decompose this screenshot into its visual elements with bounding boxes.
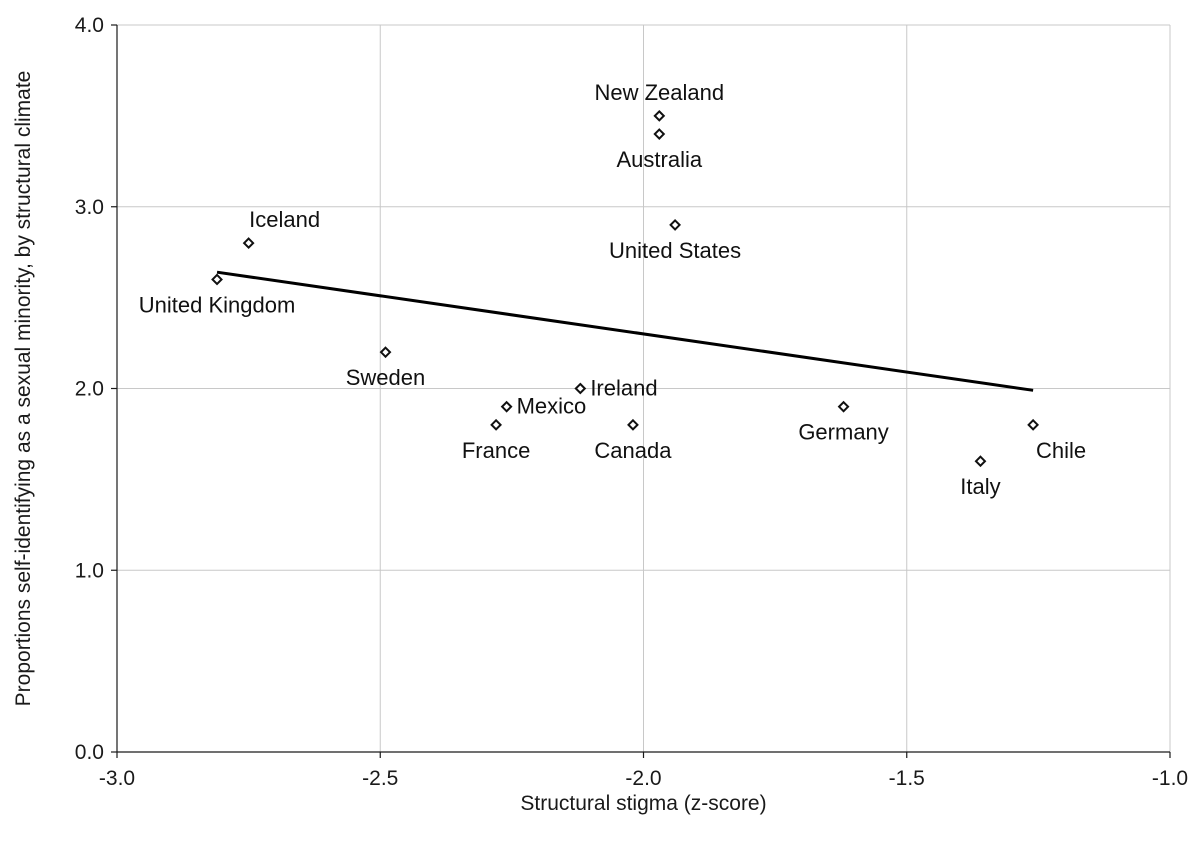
- y-tick-label: 4.0: [75, 14, 104, 37]
- point-label: United Kingdom: [139, 292, 296, 317]
- data-point: [1027, 418, 1040, 431]
- data-point: [837, 400, 850, 413]
- x-tick-label: -1.5: [889, 767, 925, 790]
- point-labels: United KingdomIcelandSwedenFranceMexicoI…: [139, 80, 1086, 499]
- x-tick-label: -3.0: [99, 767, 135, 790]
- point-label: Australia: [616, 147, 702, 172]
- trendline-group: [216, 270, 1034, 392]
- y-tick-label: 3.0: [75, 196, 104, 219]
- trendline: [216, 270, 1034, 392]
- data-point: [627, 418, 639, 431]
- data-point: [500, 400, 513, 413]
- y-axis-title: Proportions self-identifying as a sexual…: [12, 71, 35, 707]
- point-label: Ireland: [590, 376, 657, 401]
- y-tick-label: 2.0: [75, 378, 104, 401]
- data-point: [490, 418, 502, 431]
- point-label: United States: [609, 238, 741, 263]
- point-label: Iceland: [249, 207, 320, 232]
- point-label: New Zealand: [594, 80, 724, 105]
- point-label: Chile: [1036, 438, 1086, 463]
- data-point: [574, 382, 587, 395]
- data-point: [211, 273, 223, 286]
- y-tick-label: 1.0: [75, 559, 104, 582]
- axes: -3.0 -2.5 -2.0 -1.5 -1.0 0.0 1.0 2.0 3.0 4.0: [75, 14, 1188, 790]
- data-point: [653, 109, 666, 122]
- point-label: Mexico: [517, 394, 587, 419]
- x-tick-label: -2.0: [625, 767, 661, 790]
- x-tick-label: -1.0: [1152, 767, 1188, 790]
- point-label: Germany: [798, 420, 888, 445]
- grid: [117, 24, 1171, 752]
- data-point: [974, 455, 987, 468]
- data-points: [211, 109, 1040, 468]
- data-point: [379, 346, 392, 359]
- x-axis-title: Structural stigma (z-score): [520, 792, 766, 815]
- x-tick-label: -2.5: [362, 767, 398, 790]
- data-point: [242, 237, 255, 250]
- y-tick-label: 0.0: [75, 741, 104, 764]
- point-label: Canada: [594, 438, 672, 463]
- data-point: [653, 128, 666, 140]
- point-label: Sweden: [346, 365, 426, 390]
- point-label: France: [462, 438, 530, 463]
- point-label: Italy: [960, 474, 1000, 499]
- data-point: [669, 219, 682, 231]
